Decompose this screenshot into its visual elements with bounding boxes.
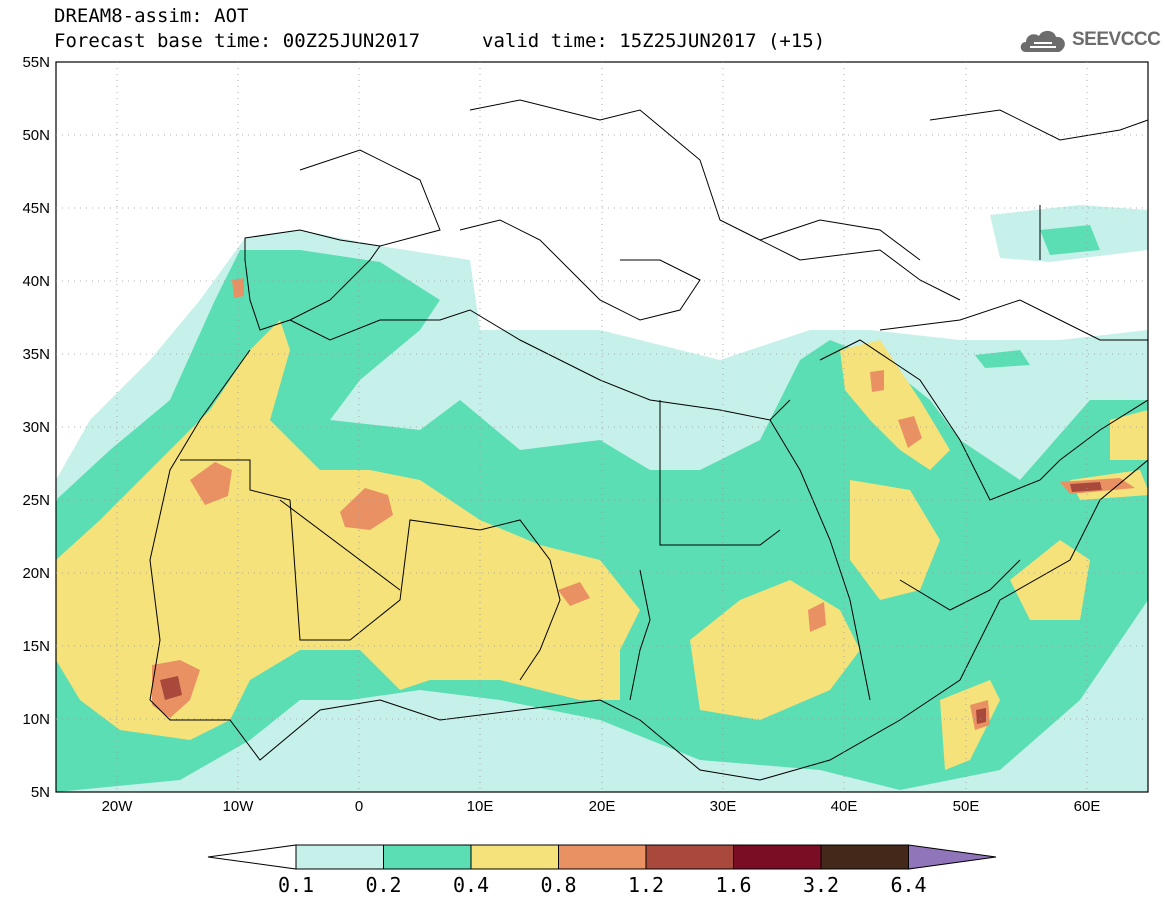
legend-tick: 6.4 (890, 873, 926, 897)
lon-label: 20W (102, 798, 134, 815)
lat-label: 15N (22, 638, 50, 655)
lat-label: 40N (22, 273, 50, 290)
lat-label: 35N (22, 346, 50, 363)
cloud-icon (1020, 30, 1065, 52)
legend-swatch (645, 844, 734, 870)
logo-text: SEEVCCC (1072, 29, 1161, 50)
lat-label: 20N (22, 565, 50, 582)
legend-swatch (558, 844, 647, 870)
legend-tick: 0.4 (453, 873, 489, 897)
legend-swatch (383, 844, 472, 870)
lon-labels: 20W 10W 0 10E 20E 30E 40E 50E 60E (102, 798, 1101, 815)
lon-label: 60E (1074, 798, 1101, 815)
forecast-base-time: Forecast base time: 00Z25JUN2017 (54, 30, 421, 52)
legend-high-arrow (908, 844, 997, 870)
lon-label: 40E (831, 798, 858, 815)
aot-band-0.4 (56, 320, 1148, 770)
aot-band-1.2 (160, 482, 1102, 724)
lat-label: 55N (22, 54, 50, 71)
lon-label: 10W (223, 798, 255, 815)
legend-tick: 1.6 (715, 873, 751, 897)
legend-swatch (820, 844, 909, 870)
lat-label: 30N (22, 419, 50, 436)
seevccc-logo: SEEVCCC (1018, 26, 1161, 56)
lon-label: 10E (467, 798, 494, 815)
gridlines (56, 62, 1148, 792)
legend-low-arrow (207, 844, 297, 870)
legend-swatch (295, 844, 384, 870)
lat-label: 10N (22, 711, 50, 728)
valid-time: valid time: 15Z25JUN2017 (+15) (482, 30, 826, 52)
lon-label: 0 (355, 798, 363, 815)
color-legend (207, 844, 997, 870)
lat-label: 50N (22, 127, 50, 144)
lat-label: 5N (31, 784, 50, 801)
lat-label: 25N (22, 492, 50, 509)
legend-tick: 1.2 (628, 873, 664, 897)
legend-tick: 0.2 (365, 873, 401, 897)
legend-ticks: 0.1 0.2 0.4 0.8 1.2 1.6 3.2 6.4 (278, 873, 927, 897)
legend-tick: 3.2 (803, 873, 839, 897)
lon-label: 30E (710, 798, 737, 815)
legend-swatch (470, 844, 559, 870)
product-title: DREAM8-assim: AOT (54, 5, 249, 27)
legend-tick: 0.1 (278, 873, 314, 897)
lat-label: 45N (22, 200, 50, 217)
legend-tick: 0.8 (540, 873, 576, 897)
lon-label: 50E (953, 798, 980, 815)
lat-labels: 55N 50N 45N 40N 35N 30N 25N 20N 15N 10N … (22, 54, 50, 801)
legend-swatch (733, 844, 822, 870)
lon-label: 20E (589, 798, 616, 815)
